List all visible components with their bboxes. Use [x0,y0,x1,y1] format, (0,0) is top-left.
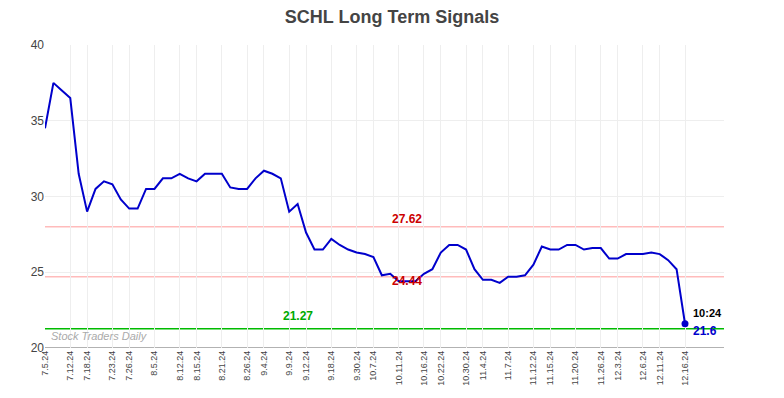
svg-text:11.26.24: 11.26.24 [596,351,606,385]
svg-text:12.6.24: 12.6.24 [638,351,648,381]
svg-text:Stock Traders Daily: Stock Traders Daily [51,330,148,342]
svg-text:10.7.24: 10.7.24 [368,351,378,381]
svg-text:21.27: 21.27 [283,309,313,323]
svg-text:7.23.24: 7.23.24 [107,351,117,381]
svg-text:12.16.24: 12.16.24 [680,351,690,386]
svg-text:10.30.24: 10.30.24 [461,351,471,386]
svg-text:9.9.24: 9.9.24 [284,351,294,376]
svg-text:27.62: 27.62 [392,212,422,226]
svg-text:10.16.24: 10.16.24 [419,351,429,386]
svg-text:7.12.24: 7.12.24 [65,351,75,381]
svg-text:8.15.24: 8.15.24 [192,351,202,381]
svg-text:8.21.24: 8.21.24 [217,351,227,381]
svg-text:8.5.24: 8.5.24 [149,351,159,376]
svg-text:24.44: 24.44 [392,274,422,288]
svg-text:9.12.24: 9.12.24 [301,351,311,381]
svg-text:40: 40 [31,38,45,52]
svg-text:9.18.24: 9.18.24 [326,351,336,381]
svg-text:11.20.24: 11.20.24 [570,351,580,385]
svg-text:SCHL Long Term Signals: SCHL Long Term Signals [285,7,499,27]
svg-text:35: 35 [31,114,45,128]
svg-text:20: 20 [31,341,45,355]
svg-text:11.4.24: 11.4.24 [478,351,488,380]
svg-text:11.12.24: 11.12.24 [528,351,538,385]
svg-text:12.3.24: 12.3.24 [613,351,623,381]
svg-text:8.12.24: 8.12.24 [175,351,185,381]
svg-text:9.4.24: 9.4.24 [259,351,269,376]
svg-text:7.18.24: 7.18.24 [82,351,92,381]
svg-text:10.11.24: 10.11.24 [394,351,404,385]
svg-text:21.6: 21.6 [693,324,717,338]
svg-text:30: 30 [31,190,45,204]
svg-text:11.7.24: 11.7.24 [503,351,513,380]
svg-text:9.30.24: 9.30.24 [352,351,362,381]
svg-text:7.26.24: 7.26.24 [124,351,134,381]
svg-text:10:24: 10:24 [693,307,722,319]
svg-text:12.11.24: 12.11.24 [655,351,665,385]
svg-text:8.26.24: 8.26.24 [242,351,252,381]
svg-text:10.22.24: 10.22.24 [436,351,446,386]
svg-text:11.15.24: 11.15.24 [545,351,555,385]
svg-text:7.5.24: 7.5.24 [40,351,50,376]
svg-text:25: 25 [31,265,45,279]
